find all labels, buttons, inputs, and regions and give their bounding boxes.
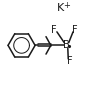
Text: K: K (57, 3, 64, 13)
Text: +: + (63, 1, 70, 10)
Text: B: B (63, 40, 70, 50)
Text: F: F (72, 25, 78, 35)
Text: F: F (67, 56, 73, 66)
Text: F: F (52, 25, 57, 35)
